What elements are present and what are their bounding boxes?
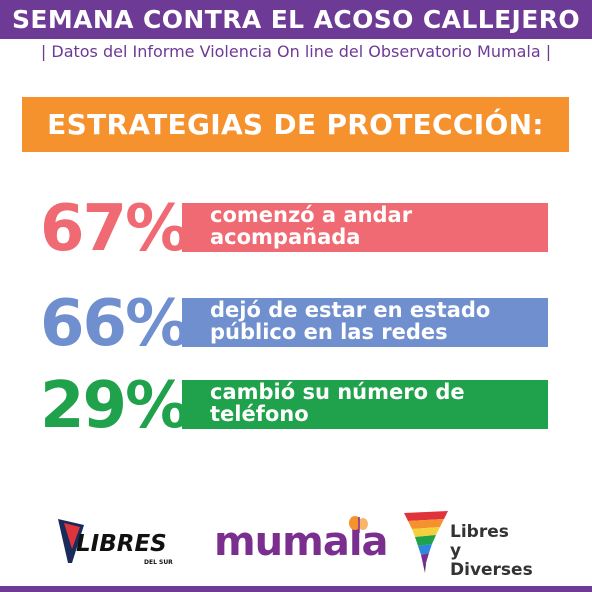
libres-logo-sub: DEL SUR bbox=[144, 559, 173, 566]
section-banner-label: ESTRATEGIAS DE PROTECCIÓN: bbox=[47, 108, 544, 141]
rainbow-tornado-icon bbox=[404, 511, 448, 573]
libres-del-sur-logo: LIBRES DEL SUR bbox=[58, 515, 178, 566]
stat-row-3: 29% cambió su número de teléfono bbox=[40, 374, 550, 440]
footer-bar bbox=[0, 586, 592, 592]
diverses-logo-text: Libres y Diverses bbox=[450, 523, 544, 580]
butterfly-icon bbox=[349, 516, 368, 533]
stat-text-2-line2: público en las redes bbox=[210, 320, 448, 344]
libres-logo-text: LIBRES bbox=[76, 531, 167, 557]
stat-row-2: 66% dejó de estar en estado público en l… bbox=[40, 292, 550, 358]
stat-text-3: cambió su número de teléfono bbox=[210, 381, 540, 425]
stat-percent-1: 67% bbox=[40, 192, 189, 266]
stat-text-1-line2: acompañada bbox=[210, 225, 361, 249]
stat-percent-3: 29% bbox=[40, 369, 189, 443]
libres-y-diverses-logo: Libres y Diverses bbox=[404, 509, 544, 580]
stat-percent-2: 66% bbox=[40, 287, 189, 361]
stat-text-2: dejó de estar en estado público en las r… bbox=[210, 299, 540, 343]
libres-flag-icon bbox=[58, 519, 84, 563]
header-bar: SEMANA CONTRA EL ACOSO CALLEJERO bbox=[0, 0, 592, 39]
stat-row-1: 67% comenzó a andar acompañada bbox=[40, 197, 550, 263]
stat-text-3-line1: cambió su número de bbox=[210, 380, 465, 404]
diverses-logo-line2: y Diverses bbox=[450, 541, 533, 580]
mumala-logo: mumala bbox=[214, 515, 389, 575]
stat-text-1: comenzó a andar acompañada bbox=[210, 204, 540, 248]
stat-bar-1 bbox=[182, 203, 548, 252]
stat-bar-3 bbox=[182, 380, 548, 429]
section-banner: ESTRATEGIAS DE PROTECCIÓN: bbox=[22, 97, 569, 152]
stat-text-1-line1: comenzó a andar bbox=[210, 203, 413, 227]
page-subtitle: | Datos del Informe Violencia On line de… bbox=[40, 42, 552, 61]
stat-bar-2 bbox=[182, 298, 548, 347]
stat-text-2-line1: dejó de estar en estado bbox=[210, 298, 491, 322]
stat-text-3-line2: teléfono bbox=[210, 402, 309, 426]
page-title: SEMANA CONTRA EL ACOSO CALLEJERO bbox=[11, 5, 581, 34]
diverses-logo-line1: Libres bbox=[450, 522, 509, 542]
partner-logos: LIBRES DEL SUR mumala Libres y Diverses bbox=[0, 505, 592, 580]
